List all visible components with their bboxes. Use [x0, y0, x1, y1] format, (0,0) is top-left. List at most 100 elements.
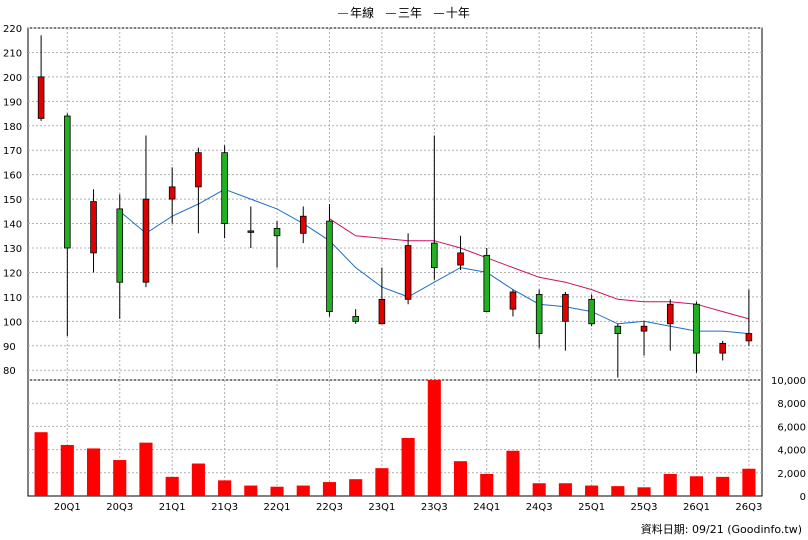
candle-body [693, 303, 700, 354]
candle-body [719, 342, 726, 354]
x-tick-label: 26Q3 [735, 502, 762, 513]
x-tick-label: 22Q1 [264, 502, 291, 513]
volume-tick-label: 0 [800, 492, 806, 503]
volume-tick-label: 10,000 [771, 376, 806, 387]
legend-item-10y: 十年 [433, 4, 470, 21]
price-tick-label: 150 [3, 195, 22, 206]
volume-bar [113, 460, 127, 496]
candle-body [64, 115, 71, 249]
price-tick-label: 170 [3, 146, 22, 157]
price-tick-label: 220 [3, 24, 22, 35]
data-date-footer: 資料日期: 09/21 (Goodinfo.tw) [640, 523, 802, 536]
ma-3y-line [329, 218, 750, 320]
x-tick-label: 25Q1 [578, 502, 605, 513]
price-tick-label: 110 [3, 293, 22, 304]
legend-label-10y: 十年 [445, 6, 470, 20]
price-frame [27, 27, 763, 381]
volume-bar [165, 476, 179, 496]
volume-bar [689, 476, 704, 496]
x-tick-label: 22Q3 [316, 502, 343, 513]
volume-bar [585, 485, 599, 496]
x-tick-label: 21Q3 [211, 502, 238, 513]
volume-bar [270, 486, 284, 496]
volume-tick-label: 4,000 [777, 446, 806, 457]
volume-bar [480, 473, 494, 496]
legend-label-year: 年線 [350, 6, 375, 20]
candle-body [666, 303, 674, 325]
x-tick-label: 21Q1 [159, 502, 186, 513]
volume-bar [506, 450, 520, 496]
volume-tick-label: 8,000 [777, 399, 806, 410]
price-tick-label: 190 [3, 97, 22, 108]
x-tick-label: 25Q3 [631, 502, 658, 513]
legend-swatch-3y [385, 13, 396, 14]
volume-bar [191, 463, 205, 496]
volume-bar [716, 476, 730, 496]
candle-body [116, 208, 124, 283]
volume-bar [244, 485, 258, 496]
legend-label-3y: 三年 [397, 6, 422, 20]
volume-bar [322, 482, 337, 496]
candle-body [614, 325, 622, 334]
price-tick-label: 200 [3, 73, 22, 84]
price-tick-label: 90 [3, 342, 16, 353]
volume-bar [427, 380, 441, 496]
candle-body [509, 291, 517, 310]
volume-bar [375, 468, 389, 496]
volume-bar [637, 487, 651, 496]
x-tick-label: 20Q1 [54, 502, 81, 513]
volume-bar [453, 461, 468, 496]
volume-bar [218, 480, 232, 496]
candle-body [745, 333, 753, 342]
volume-bar [558, 483, 572, 496]
candle-body [37, 76, 45, 119]
x-tick-label: 24Q1 [473, 502, 500, 513]
price-tick-label: 100 [3, 317, 22, 328]
price-tick-label: 180 [3, 122, 22, 133]
legend-swatch-10y [433, 13, 444, 14]
volume-bar [532, 483, 546, 496]
candle-body [142, 198, 150, 283]
candle-body [640, 325, 648, 332]
volume-tick-label: 2,000 [777, 469, 806, 480]
candle-body [483, 254, 491, 312]
candle-body [457, 252, 464, 266]
volume-bar [139, 442, 153, 496]
price-tick-label: 80 [3, 366, 16, 377]
candle-body [326, 220, 333, 312]
volume-bar [611, 486, 625, 496]
volume-bar [60, 444, 74, 496]
candle-body [221, 152, 228, 224]
legend-item-3y: 三年 [385, 4, 422, 21]
volume-bar [349, 479, 363, 496]
x-tick-label: 23Q1 [368, 502, 395, 513]
candle-body [168, 186, 176, 200]
candle-body [273, 228, 281, 237]
candle-body [195, 152, 202, 188]
legend-swatch-year [338, 13, 349, 14]
candle-body [352, 316, 359, 322]
x-tick-label: 24Q3 [526, 502, 553, 513]
x-tick-label: 20Q3 [106, 502, 133, 513]
candle-body [404, 245, 412, 300]
x-tick-label: 23Q3 [421, 502, 448, 513]
volume-frame [27, 379, 763, 497]
candle-body [562, 294, 569, 322]
volume-bar [663, 473, 677, 496]
volume-bar [742, 468, 756, 496]
volume-bar [401, 438, 415, 496]
candle-body [90, 201, 97, 254]
x-tick-label: 26Q1 [683, 502, 710, 513]
volume-bar [296, 485, 310, 496]
price-tick-label: 210 [3, 48, 22, 59]
price-tick-label: 130 [3, 244, 22, 255]
candle-body [431, 242, 438, 268]
candle-body [299, 215, 307, 234]
candle-body [378, 298, 386, 325]
price-tick-label: 120 [3, 268, 22, 279]
candle-body [535, 294, 543, 334]
chart-legend: 年線 三年 十年 [0, 4, 808, 21]
price-tick-label: 140 [3, 220, 22, 231]
price-tick-label: 160 [3, 171, 22, 182]
